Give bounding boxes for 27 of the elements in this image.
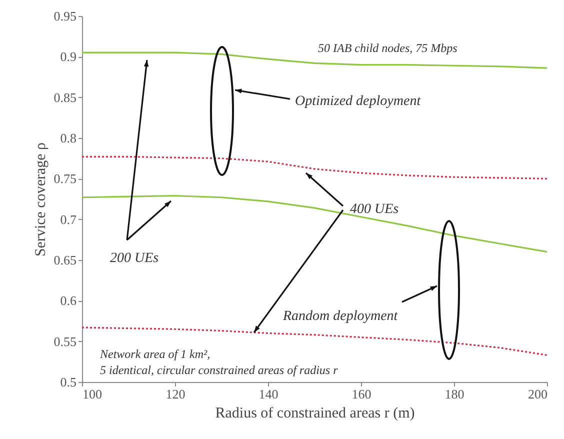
y-tick-label: 0.95 xyxy=(54,8,76,24)
annotation: Network area of 1 km², xyxy=(99,347,210,361)
y-tick-label: 0.75 xyxy=(54,171,76,186)
x-tick-label: 160 xyxy=(352,386,372,402)
y-tick-label: 0.9 xyxy=(60,49,76,64)
x-tick-label: 200 xyxy=(528,386,548,402)
x-tick-label: 120 xyxy=(166,386,186,402)
y-tick-label: 0.55 xyxy=(54,334,76,349)
y-tick-label: 0.65 xyxy=(54,252,76,268)
line-series xyxy=(82,156,547,180)
y-axis-title: Service coverage ρ xyxy=(32,142,49,257)
x-tick-label: 140 xyxy=(258,386,278,402)
y-tick-label: 0.5 xyxy=(60,374,76,390)
x-axis-title: Radius of constrained areas r (m) xyxy=(215,406,415,422)
annotation: 5 identical, circular constrained areas of radius r xyxy=(100,363,338,377)
x-tick-label: 100 xyxy=(82,386,102,402)
y-tick-label: 0.85 xyxy=(54,90,76,105)
line-series xyxy=(82,194,547,253)
y-tick-label: 0.6 xyxy=(60,293,77,308)
annotation: 400 UEs xyxy=(350,202,400,217)
annotation: Random deployment xyxy=(282,309,399,324)
annotation: 200 UEs xyxy=(110,251,160,266)
annotation: Optimized deployment xyxy=(295,94,422,109)
y-tick-label: 0.7 xyxy=(60,212,77,227)
y-tick-label: 0.8 xyxy=(60,130,76,146)
x-tick-label: 180 xyxy=(444,386,464,402)
annotation: 50 IAB child nodes, 75 Mbps xyxy=(318,41,458,55)
